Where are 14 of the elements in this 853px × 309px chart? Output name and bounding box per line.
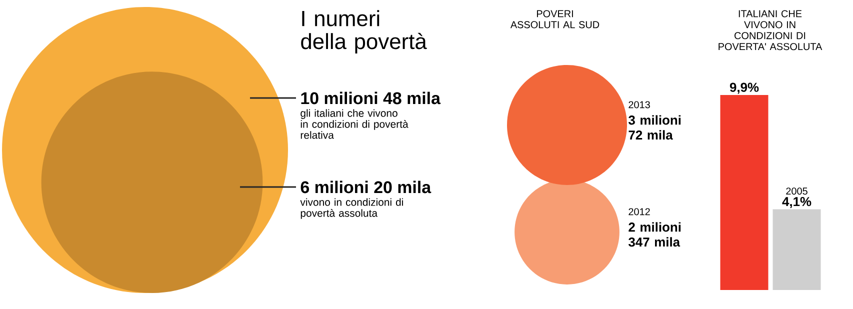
text: I numeri della povertà [301,10,427,54]
category-label: gli italiani che vivono in condizioni di povertà relativa [300,109,408,139]
chart-title: ITALIANI CHE VIVONO IN CONDIZIONI DI POVERTA' ASSOLUTA [718,10,822,50]
data-label: 10 milioni 48 mila [301,92,441,104]
data-label: 6 milioni 20 mila [300,180,432,194]
category-label: vivono in condizioni di povertà assoluta [300,198,403,219]
data-label: 9,9% [730,82,759,94]
text: POVERI ASSOLUTI AL SUD [510,10,600,28]
category-label: 2013 [628,101,650,108]
category-label: 2012 [628,208,650,216]
data-label: 2 milioni 347 mila [628,222,681,247]
data-label: 4,1% [782,197,812,208]
data-label: 3 milioni 72 mila [628,115,681,140]
x-tick-label: 2005 [786,188,808,195]
